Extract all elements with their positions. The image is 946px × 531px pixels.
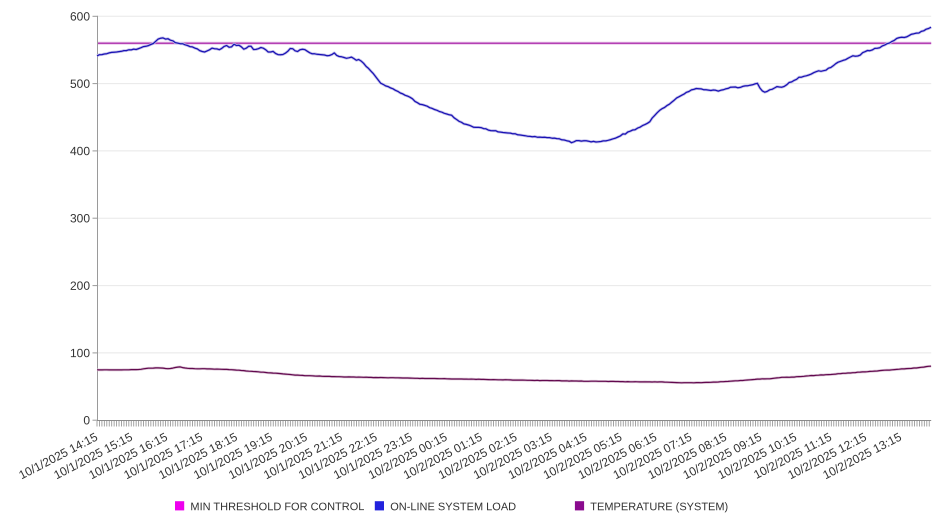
svg-text:MIN THRESHOLD FOR CONTROL: MIN THRESHOLD FOR CONTROL	[190, 501, 364, 513]
svg-text:200: 200	[70, 279, 90, 293]
svg-text:600: 600	[70, 9, 90, 23]
svg-text:400: 400	[70, 144, 90, 158]
svg-text:500: 500	[70, 77, 90, 91]
svg-text:0: 0	[83, 413, 90, 427]
svg-text:TEMPERATURE (SYSTEM): TEMPERATURE (SYSTEM)	[590, 501, 728, 513]
svg-text:ON-LINE SYSTEM LOAD: ON-LINE SYSTEM LOAD	[390, 501, 516, 513]
svg-text:300: 300	[70, 211, 90, 225]
svg-text:100: 100	[70, 346, 90, 360]
